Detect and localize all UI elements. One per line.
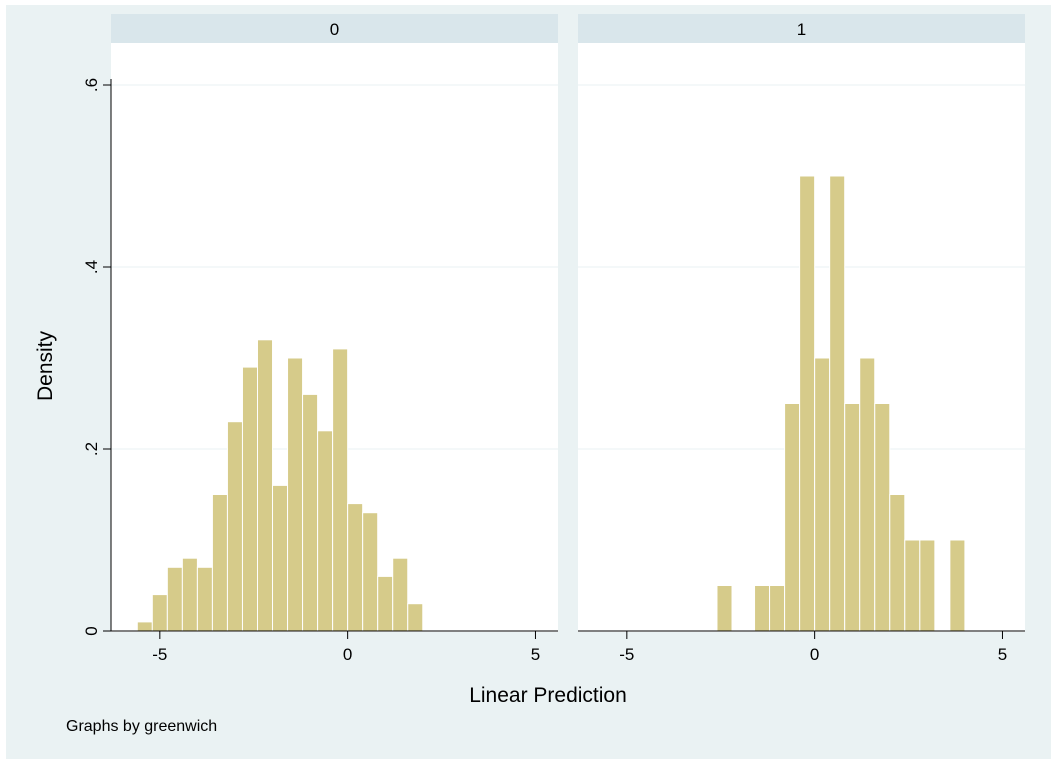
x-axis-title: Linear Prediction	[469, 684, 627, 707]
histogram-bar	[769, 585, 786, 632]
histogram-bar	[919, 539, 936, 632]
histogram-bar	[241, 366, 258, 632]
histogram-bar	[844, 403, 861, 632]
histogram-bar	[166, 566, 183, 632]
histogram-bar	[347, 503, 364, 632]
panel-strip-label: 0	[330, 20, 339, 39]
histogram-bar	[829, 175, 846, 632]
panel-0: 0 -5 0 5 0 .2 .4 .6	[82, 14, 558, 664]
histogram-bar	[754, 585, 771, 632]
histogram-bar	[211, 494, 228, 632]
histogram-bar	[784, 403, 801, 632]
x-tick-label: -5	[152, 645, 167, 664]
histogram-bar	[196, 566, 213, 632]
y-tick-label: .6	[82, 78, 101, 92]
x-tick-label: 0	[810, 645, 819, 664]
y-tick-label: 0	[82, 626, 101, 635]
panel-strip-label: 1	[797, 20, 806, 39]
histogram-bar	[256, 339, 274, 632]
histogram-bar	[814, 357, 831, 632]
histogram-chart: 0 -5 0 5 0 .2 .4 .6 1 -5 0 5 Density Linear Predict…	[34, 14, 1025, 735]
histogram-bar	[889, 494, 906, 632]
histogram-bar	[949, 539, 966, 632]
histogram-bar	[904, 539, 921, 632]
x-tick-label: 0	[343, 645, 352, 664]
y-tick-label: .4	[82, 260, 101, 274]
y-axis-title: Density	[34, 330, 57, 401]
histogram-bar	[859, 357, 876, 632]
y-tick-label: .2	[82, 442, 101, 456]
histogram-bar	[377, 575, 394, 632]
histogram-bar	[287, 357, 304, 632]
histogram-bar	[407, 603, 424, 632]
histogram-bar	[151, 594, 168, 632]
histogram-bar	[226, 421, 243, 632]
graph-note: Graphs by greenwich	[66, 718, 217, 735]
histogram-bar	[317, 430, 334, 632]
histogram-bar	[716, 585, 733, 632]
panel-1: 1 -5 0 5	[578, 14, 1025, 664]
panel-strip	[578, 14, 1025, 43]
x-tick-label: 5	[531, 645, 540, 664]
histogram-bar	[392, 557, 409, 632]
x-tick-label: -5	[619, 645, 634, 664]
histogram-bar	[302, 393, 319, 632]
histogram-bar	[332, 348, 349, 632]
histogram-bar	[874, 403, 891, 632]
x-tick-label: 5	[998, 645, 1007, 664]
histogram-bar	[181, 557, 198, 632]
graph-region: 0 -5 0 5 0 .2 .4 .6 1 -5 0 5 Density Linear Predict…	[6, 5, 1051, 759]
histogram-bar	[272, 484, 289, 632]
histogram-bar	[362, 512, 379, 632]
histogram-bar	[799, 175, 816, 632]
panel-strip	[111, 14, 558, 43]
histogram-bar	[136, 621, 153, 632]
